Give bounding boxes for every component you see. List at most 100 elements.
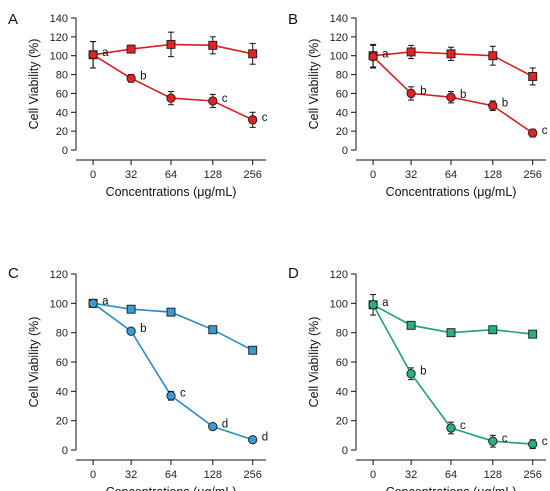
panel-d-series-square-point — [446, 328, 456, 338]
panel-d-y-tick-label: 0 — [342, 445, 348, 457]
panel-b-series-circle-point — [528, 128, 538, 138]
panel-b-x-tick-label: 0 — [370, 169, 376, 181]
panel-d-y-axis-label: Cell Viability (%) — [307, 317, 321, 408]
panel-c-series-circle-significance-label: a — [102, 295, 109, 307]
panel-c-y-axis-label: Cell Viability (%) — [27, 317, 41, 408]
panel-a-letter: A — [8, 11, 18, 28]
panel-d-series-circle-point — [368, 300, 378, 310]
panel-a-series-square — [88, 31, 258, 69]
panel-c-series-circle-point — [208, 421, 218, 432]
panel-a-x-tick-label: 256 — [244, 169, 262, 181]
panel-c-series-circle-point — [166, 391, 176, 401]
panel-b-y-axis-label: Cell Viability (%) — [307, 39, 321, 130]
panel-c-series-square-point — [208, 325, 218, 335]
panel-a-series-circle-point — [248, 115, 258, 125]
panel-d-series-square — [368, 300, 538, 339]
panel-d-x-tick-label: 128 — [484, 469, 502, 481]
panel-c-series-circle-line — [92, 302, 253, 441]
panel-a-y-tick-label: 120 — [50, 32, 68, 44]
panel-a-series-circle-point — [166, 93, 176, 103]
panel-a-series-circle-point — [208, 96, 218, 106]
panel-a-series-square-point — [208, 40, 218, 50]
panel-b-series-square-point — [528, 72, 538, 81]
panel-d-series-circle: a b c c c — [368, 294, 548, 450]
panel-a-y-tick-label: 80 — [56, 70, 68, 82]
panel-d-y-tick-label: 20 — [336, 416, 348, 428]
panel-b-x-tick-label: 128 — [484, 169, 502, 181]
panel-a-y-tick-label: 20 — [56, 126, 68, 138]
panel-d-y-tick-label: 60 — [336, 357, 348, 369]
panel-b-series-square-point — [446, 49, 456, 59]
panel-b-series-circle-significance-label: b — [460, 89, 466, 101]
panel-c-y-tick-label: 120 — [50, 269, 68, 281]
panel-d-series-circle-point — [488, 436, 498, 446]
panel-d-series-circle-significance-label: a — [382, 297, 389, 309]
panel-a-y-tick-label: 100 — [50, 51, 68, 63]
panel-a-x-axis-label: Concentrations (μg/mL) — [106, 185, 237, 199]
panel-c-y-tick-label: 40 — [56, 386, 68, 398]
panel-d-series-circle-point — [406, 369, 416, 379]
panel-b-x-tick-label: 32 — [405, 169, 417, 181]
panel-c-series-square — [88, 298, 258, 355]
panel-b-series-square — [368, 43, 538, 86]
panel-b-x-tick-label: 256 — [524, 169, 542, 181]
panel-d-series-circle-significance-label: c — [542, 436, 548, 448]
panel-c-x-tick-label: 256 — [244, 469, 262, 481]
panel-b-y-tick-label: 100 — [330, 51, 348, 63]
panel-c-x-tick-label: 64 — [165, 469, 177, 481]
panel-c-series-circle-significance-label: d — [262, 432, 268, 444]
panel-b-series-circle-significance-label: c — [542, 125, 548, 137]
panel-c-series-circle-significance-label: c — [180, 388, 186, 400]
panel-c-series-circle-significance-label: b — [140, 323, 146, 335]
panel-c-series-square-point — [166, 307, 176, 317]
panel-c-series-circle-significance-label: d — [222, 419, 228, 431]
panel-b-letter: B — [288, 11, 298, 28]
panel-b-y-tick-label: 0 — [342, 145, 348, 157]
panel-a-series-circle-line — [92, 54, 254, 121]
panel-b-series-square-point — [488, 51, 498, 61]
panel-b-series-circle-significance-label: b — [420, 85, 426, 97]
panel-c-letter: C — [8, 265, 19, 282]
panel-c-series-circle: a b c d d — [88, 295, 268, 445]
panel-d-series-circle-point — [528, 439, 538, 449]
panel-b-series-circle-point — [406, 88, 416, 99]
panel-c-series-square-point — [126, 304, 136, 314]
panel-a-y-tick-label: 0 — [62, 145, 68, 157]
panel-a-series-circle-significance-label: c — [262, 112, 268, 124]
panel-a-x-tick-label: 32 — [125, 169, 137, 181]
panel-a-y-tick-label: 40 — [56, 107, 68, 119]
panel-a-y-tick-label: 60 — [56, 88, 68, 100]
panel-a-series-circle-significance-label: a — [102, 47, 109, 59]
panel-d-series-circle-line — [372, 304, 533, 445]
panel-d-series-square-point — [528, 329, 538, 339]
panel-d-x-axis-label: Concentrations (μg/mL) — [386, 485, 517, 491]
panel-c-series-circle-point — [88, 298, 98, 308]
panel-b-series-circle: a b b b c — [368, 44, 548, 138]
panel-c-series-square-point — [248, 345, 258, 355]
panel-a-series-circle: a b c c — [88, 41, 268, 128]
panel-b-x-tick-label: 64 — [445, 169, 457, 181]
panel-b-series-circle-significance-label: a — [382, 49, 389, 61]
panel-b-series-circle-point — [368, 52, 378, 62]
panel-d-x-tick-label: 256 — [524, 469, 542, 481]
panel-d-series-square-point — [488, 325, 498, 335]
panel-c-y-tick-label: 100 — [50, 298, 68, 310]
panel-d-y-tick-label: 80 — [336, 328, 348, 340]
panel-b-series-circle-significance-label: b — [502, 98, 508, 110]
panel-c-series-circle-point — [126, 326, 136, 336]
panel-a-series-square-point — [126, 44, 136, 54]
panel-b-y-tick-label: 60 — [336, 88, 348, 100]
panel-a-series-circle-significance-label: b — [140, 70, 146, 82]
panel-a-series-circle-significance-label: c — [222, 93, 228, 105]
panel-d-series-circle-significance-label: c — [502, 433, 508, 445]
panel-c-series-circle-point — [248, 435, 258, 445]
panel-b-series-square-point — [406, 47, 416, 57]
panel-c-y-tick-label: 80 — [56, 328, 68, 340]
panel-a-x-tick-label: 128 — [204, 169, 222, 181]
panel-d-series-square-point — [406, 320, 416, 330]
panel-d-y-tick-label: 100 — [330, 298, 348, 310]
panel-b-y-tick-label: 80 — [336, 70, 348, 82]
panel-c-y-tick-label: 20 — [56, 416, 68, 428]
panel-b-series-circle-point — [446, 92, 456, 102]
